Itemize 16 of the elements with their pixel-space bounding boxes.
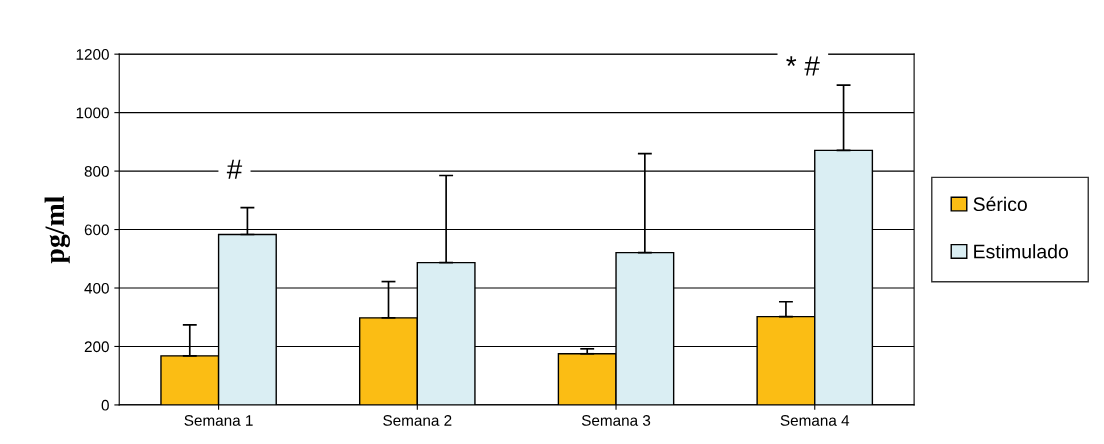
y-tick-label: 600 <box>84 224 109 236</box>
y-tick-label: 1200 <box>76 49 109 60</box>
y-tick-label: 1000 <box>76 107 109 119</box>
legend-label: Sérico <box>973 196 1027 212</box>
x-tick-label: Semana 1 <box>184 415 253 426</box>
legend-label: Estimulado <box>974 244 1068 259</box>
y-tick-label: 200 <box>84 341 109 353</box>
annotation: # <box>226 159 243 179</box>
x-tick-label: Semana 4 <box>780 415 850 426</box>
y-tick-label: 0 <box>101 399 109 411</box>
y-axis-title: pg/ml <box>44 196 70 264</box>
annotation: * # <box>786 56 820 76</box>
y-tick-label: 800 <box>84 165 109 177</box>
y-tick-label: 400 <box>84 282 109 294</box>
x-tick-label: Semana 2 <box>383 415 452 426</box>
x-tick-label: Semana 3 <box>581 415 651 426</box>
